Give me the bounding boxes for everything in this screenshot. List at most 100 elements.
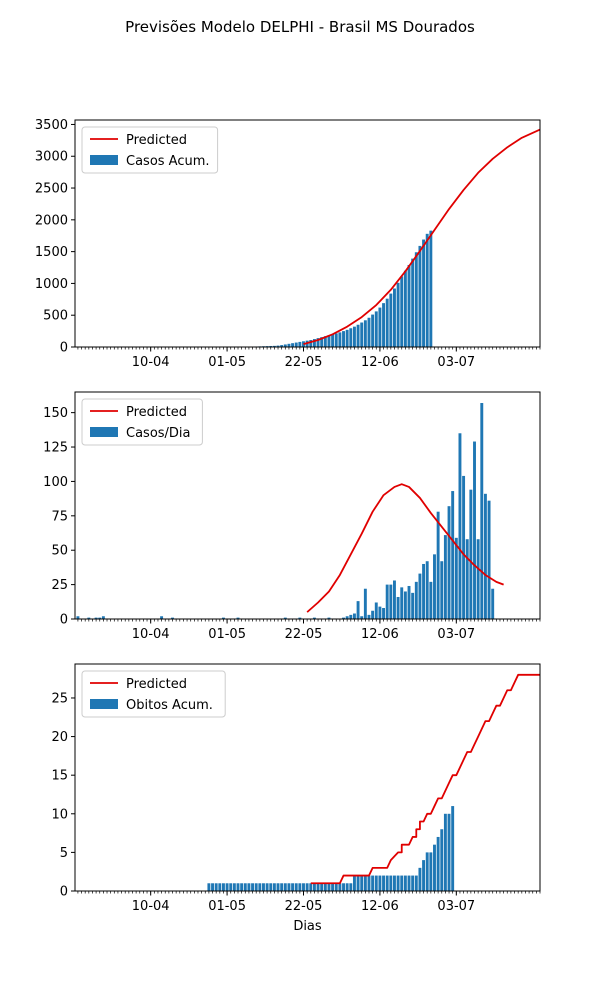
bar [258,883,262,891]
bar [320,883,324,891]
y-tick-label: 3000 [35,150,68,165]
bar [473,441,476,619]
bar [396,875,400,891]
y-tick-label: 2000 [35,213,68,228]
bar [349,328,353,347]
bar [298,617,302,619]
x-tick-label: 01-05 [208,627,246,642]
bar [345,616,349,619]
plot-frame [74,119,541,348]
y-tick-label: 2500 [35,182,68,197]
bar [451,806,455,891]
y-tick-label: 20 [51,730,68,745]
bar [356,875,360,891]
bar [207,883,211,891]
bar [374,602,378,619]
y-tick-label: 10 [51,807,68,822]
bar [396,596,400,619]
y-tick-label: 1000 [35,277,68,292]
bar [334,883,338,891]
bar [323,336,327,347]
bar [367,875,371,891]
bar [356,601,360,619]
x-tick-label: 12-06 [361,355,399,370]
x-tick-label: 10-04 [132,627,170,642]
bar [422,563,426,619]
bar [393,580,396,619]
bar [342,331,345,347]
bar [422,239,426,347]
bar [403,270,407,347]
bar-series [76,403,495,619]
y-tick-label: 15 [51,769,68,784]
x-tick-label: 03-07 [437,355,475,370]
bar [287,343,291,347]
bar [418,867,422,891]
bar [298,883,302,891]
bar [429,852,433,891]
bar [309,883,313,891]
bar [425,561,429,619]
bar [454,537,458,619]
bar [378,606,382,619]
legend: Predicted Casos Acum. [81,126,219,174]
plot-frame [74,391,541,620]
bar [320,337,324,347]
chart-panel-3: 0 5 10 15 20 25 10-04 01-05 22-05 12-06 03-07 Dias P… [51,663,541,934]
bar [334,333,338,347]
bar [218,883,222,891]
bar [429,581,433,619]
bar [443,535,447,619]
bar-series [207,806,455,891]
bar [385,298,389,347]
bar [418,573,422,619]
bar [360,875,364,891]
bar [265,883,269,891]
bar [302,341,305,347]
chart-panel-2: 0 25 50 75 100 125 150 10-04 01-05 22-05 12-06 03-0… [43,391,541,642]
bar [302,883,305,891]
predicted-line [306,483,504,613]
bar [171,617,174,619]
x-tick-label: 01-05 [208,355,246,370]
bar [389,584,393,619]
y-tick-label: 150 [43,406,68,421]
bar [331,883,335,891]
predicted-line [303,128,541,346]
bar [76,616,80,619]
x-tick-label: 22-05 [285,899,323,914]
bar [440,561,444,619]
bar [269,345,273,347]
bar [352,875,356,891]
bar [403,591,407,619]
bar [469,489,473,619]
x-tick-label: 10-04 [132,899,170,914]
bar [476,539,480,619]
bar [291,883,295,891]
bar [407,264,411,347]
legend: Predicted Obitos Acum. [81,670,226,718]
bar [101,616,105,619]
bar [425,233,429,347]
bar [360,322,364,347]
bar [94,617,98,619]
bar [236,617,240,619]
bar [232,883,236,891]
x-tick-label: 03-07 [437,899,475,914]
y-tick-label: 100 [43,475,68,490]
plot-frame [74,663,541,892]
legend-bar-swatch [90,427,118,437]
bar [407,875,411,891]
bar [465,539,469,619]
bar [378,875,382,891]
legend-label: Predicted [126,405,187,420]
bar [425,852,429,891]
bar [378,307,382,347]
bar [312,883,316,891]
y-tick-label: 25 [51,691,68,706]
bar [436,511,440,619]
bar [429,230,433,347]
bar [491,588,495,619]
bar [400,276,404,347]
